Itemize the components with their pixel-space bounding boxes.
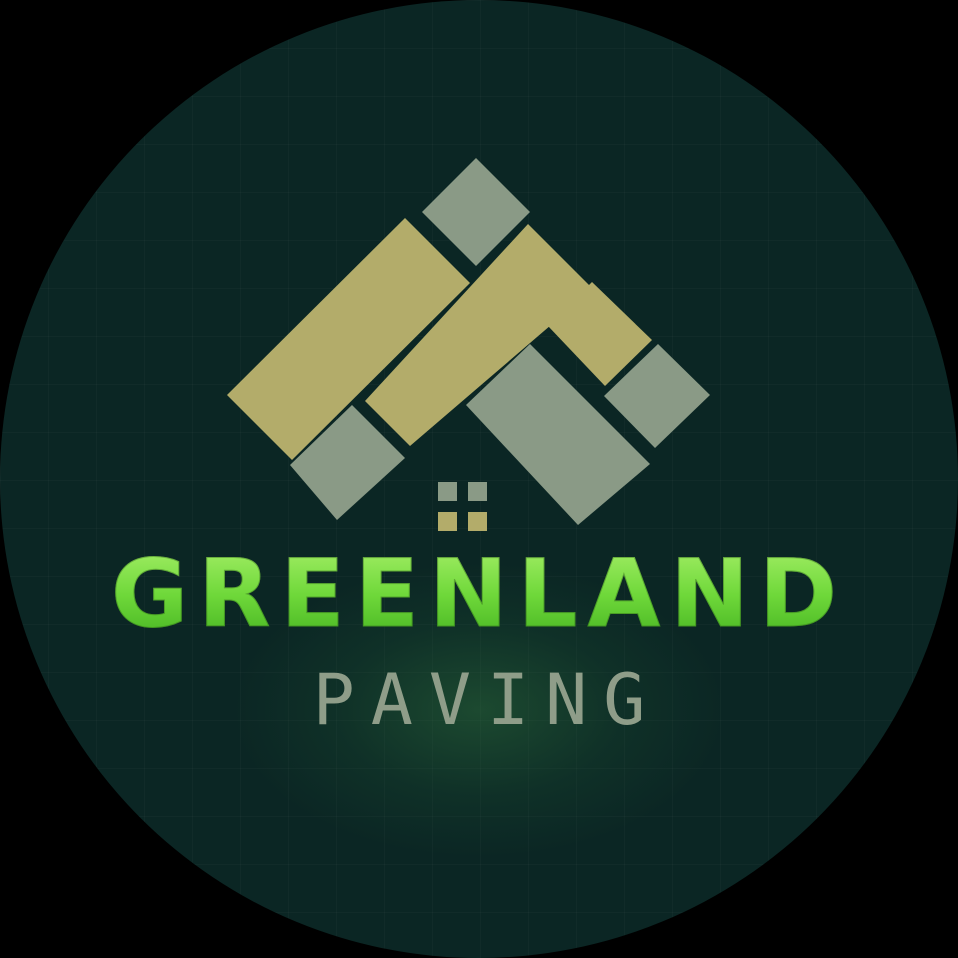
tile-small-tan-right — [548, 282, 652, 386]
tile-top-sage — [422, 158, 530, 266]
tile-big-sage-center — [466, 344, 650, 525]
tile-small-sage-right — [604, 344, 710, 448]
tile-long-tan-middle — [365, 224, 593, 446]
brand-name: GREENLAND — [0, 540, 958, 650]
brand-tagline: PAVING — [312, 659, 662, 741]
tile-long-tan-left — [227, 218, 470, 460]
window-icon — [438, 482, 487, 531]
tile-bottom-sage-left — [290, 405, 405, 520]
background-glow — [229, 560, 729, 860]
